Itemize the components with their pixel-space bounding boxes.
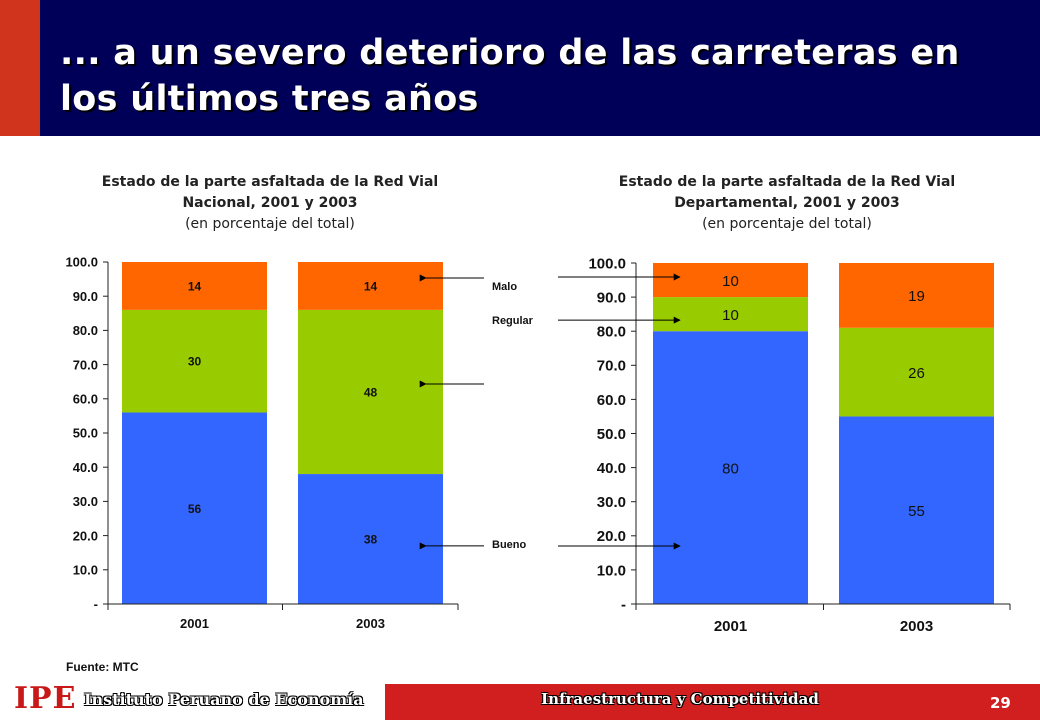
- chart-2-title: Estado de la parte asfaltada de la Red V…: [618, 174, 956, 211]
- chart2-y-tick-label: 50.0: [597, 426, 626, 443]
- chart2-bar-malo-2003: [839, 263, 994, 328]
- chart1-y-tick-label: 80.0: [73, 323, 98, 338]
- chart-1-title-block: Estado de la parte asfaltada de la Red V…: [80, 172, 460, 235]
- chart2-y-tick-label: 70.0: [597, 358, 626, 375]
- chart2-data-label: 19: [908, 288, 925, 305]
- chart2-y-tick-label: 10.0: [597, 562, 626, 579]
- chart1-bar-regular-2001: [122, 309, 267, 413]
- legend-label-regular: Regular: [492, 315, 534, 327]
- chart1-y-tick-label: 100.0: [65, 255, 98, 270]
- chart1-y-tick-label: 40.0: [73, 460, 98, 475]
- chart1-data-label: 48: [364, 386, 378, 400]
- chart2-y-tick-label: 40.0: [597, 460, 626, 477]
- chart1-bar-regular-2003: [298, 309, 443, 475]
- charts-canvas: 56 30 14 2001 38 48 14 2003 - 10.0 20.0 30.0 40.0 50.…: [65, 255, 1011, 635]
- chart2-bar-regular-2003: [839, 327, 994, 417]
- chart2-data-label: 80: [722, 460, 739, 477]
- chart-1-title: Estado de la parte asfaltada de la Red V…: [101, 174, 439, 211]
- chart2-x-tick-label: 2001: [714, 618, 747, 635]
- chart2-data-label: 26: [908, 365, 925, 382]
- chart1-data-label: 14: [188, 280, 202, 294]
- chart2-bar-bueno-2003: [839, 416, 994, 604]
- chart1-bar-bueno-2001: [122, 412, 267, 604]
- chart1-data-label: 14: [364, 280, 378, 294]
- slide-title: ... a un severo deterioro de las carrete…: [60, 33, 960, 119]
- chart1-data-label: 38: [364, 533, 378, 547]
- chart1-bar-malo-2001: [122, 262, 267, 310]
- chart2-y-tick-label: 20.0: [597, 528, 626, 545]
- chart1-y-tick-label: 30.0: [73, 494, 98, 509]
- footer-logo-area: [0, 684, 385, 720]
- chart2-y-tick-label: 80.0: [597, 324, 626, 341]
- chart1-y-tick-label: 20.0: [73, 528, 98, 543]
- chart2-data-label: 10: [722, 307, 739, 324]
- chart2-y-tick-label: 30.0: [597, 494, 626, 511]
- chart1-x-tick-label: 2001: [180, 616, 209, 631]
- chart1-x-tick-label: 2003: [356, 616, 385, 631]
- chart1-bar-malo-2003: [298, 262, 443, 310]
- chart1-bar-bueno-2003: [298, 474, 443, 604]
- institute-name: Instituto Peruano de Economía: [84, 690, 364, 709]
- chart-2-subtitle: (en porcentaje del total): [702, 216, 872, 232]
- chart1-y-tick-label: 60.0: [73, 391, 98, 406]
- chart1-y-tick-label: 90.0: [73, 289, 98, 304]
- source-note: Fuente: MTC: [66, 660, 139, 674]
- section-name: Infraestructura y Competitividad: [541, 690, 819, 708]
- legend-label-malo: Malo: [492, 281, 517, 293]
- chart1-y-tick-label: -: [94, 597, 98, 612]
- chart2-bar-regular-2001: [653, 297, 808, 332]
- chart-1-subtitle: (en porcentaje del total): [185, 216, 355, 232]
- chart2-y-tick-label: 60.0: [597, 392, 626, 409]
- title-accent-bar: [0, 0, 40, 136]
- chart2-y-tick-label: -: [621, 596, 626, 613]
- chart1-y-tick-label: 10.0: [73, 562, 98, 577]
- chart1-y-tick-label: 50.0: [73, 426, 98, 441]
- chart2-y-tick-label: 90.0: [597, 290, 626, 307]
- chart2-data-label: 55: [908, 503, 925, 520]
- chart2-bar-bueno-2001: [653, 331, 808, 604]
- chart2-x-tick-label: 2003: [900, 618, 933, 635]
- page-number: 29: [990, 694, 1011, 712]
- chart1-y-tick-label: 70.0: [73, 357, 98, 372]
- title-band: [0, 0, 1040, 136]
- chart1-data-label: 30: [188, 355, 202, 369]
- legend-label-bueno: Bueno: [492, 539, 527, 551]
- chart1-data-label: 56: [188, 502, 202, 516]
- chart2-y-tick-label: 100.0: [588, 255, 626, 272]
- ipe-logo: IPE: [14, 681, 77, 716]
- chart-2-title-block: Estado de la parte asfaltada de la Red V…: [594, 172, 980, 235]
- chart2-data-label: 10: [722, 273, 739, 290]
